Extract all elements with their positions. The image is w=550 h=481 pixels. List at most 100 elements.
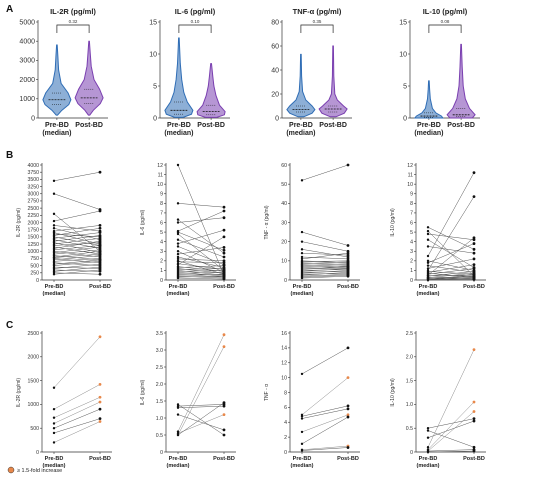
y-tick-label: 3500 xyxy=(27,177,39,183)
post-point xyxy=(346,415,350,419)
pair-line xyxy=(177,231,225,251)
y-axis-label: IL-6 (pg/ml) xyxy=(140,379,146,405)
pair-line xyxy=(301,270,349,274)
post-point xyxy=(222,272,226,276)
y-tick-label: 30 xyxy=(281,220,287,226)
x-tick-sublabel: (median) xyxy=(43,463,66,469)
pre-point xyxy=(426,232,430,236)
pre-point xyxy=(52,179,56,183)
pair-line xyxy=(301,252,349,260)
pair-line xyxy=(301,274,349,277)
pair-line xyxy=(177,258,225,262)
y-axis-label: IL-6 (pg/ml) xyxy=(140,209,146,235)
y-tick-label: 1.5 xyxy=(406,378,413,384)
y-tick-label: 2000 xyxy=(27,355,39,361)
pre-point xyxy=(300,276,304,280)
y-tick-label: 2750 xyxy=(27,199,39,205)
pre-point xyxy=(176,250,180,253)
post-point-increase xyxy=(98,335,102,339)
post-point xyxy=(222,205,226,209)
violin-post xyxy=(318,45,348,118)
pre-point xyxy=(176,242,180,245)
y-tick-label: 0 xyxy=(284,450,287,456)
pair-line xyxy=(427,450,475,453)
pre-point xyxy=(426,259,430,263)
pair-line xyxy=(427,227,475,250)
post-point xyxy=(346,267,350,270)
pair-line xyxy=(53,272,101,275)
x-tick-sublabel: (median) xyxy=(291,291,314,297)
pair-line xyxy=(301,261,349,264)
pair-line xyxy=(177,219,225,254)
y-tick-label: 8 xyxy=(410,201,413,207)
y-tick-label: 0 xyxy=(160,278,163,284)
pair-line xyxy=(427,239,475,268)
post-point xyxy=(472,236,476,240)
y-tick-label: 1500 xyxy=(27,235,39,241)
post-point xyxy=(222,433,226,437)
chart-title: TNF-α (pg/ml) xyxy=(293,7,342,16)
post-point xyxy=(222,404,226,408)
pair-line xyxy=(53,240,101,249)
pre-point xyxy=(426,264,430,267)
post-point xyxy=(472,419,476,423)
pair-line xyxy=(301,260,349,263)
pair-line xyxy=(427,172,475,257)
post-point xyxy=(222,277,226,281)
pair-line xyxy=(301,266,349,270)
y-tick-label: 7 xyxy=(160,211,163,217)
y-tick-label: 2.0 xyxy=(156,382,163,388)
post-point xyxy=(472,449,476,453)
legend: ≥ 1.5-fold increase xyxy=(7,466,62,474)
pair-line xyxy=(301,405,349,417)
y-tick-label: 0 xyxy=(410,278,413,284)
panel-label-c: C xyxy=(6,320,13,331)
pair-line xyxy=(53,258,101,262)
pre-point xyxy=(52,224,56,227)
pair-line xyxy=(177,405,225,409)
pair-line xyxy=(177,233,225,271)
y-tick-label: 11 xyxy=(158,172,163,178)
post-point xyxy=(346,346,350,350)
pair-line xyxy=(177,404,225,407)
y-tick-label: 8 xyxy=(160,201,163,207)
y-tick-label: 2250 xyxy=(27,213,39,219)
pair-line xyxy=(301,241,349,252)
post-point xyxy=(98,268,102,272)
post-point xyxy=(472,445,476,449)
pre-point xyxy=(176,218,180,221)
post-point xyxy=(222,246,226,249)
y-tick-label: 3.0 xyxy=(156,348,163,354)
post-point xyxy=(222,261,226,265)
pair-line xyxy=(53,401,101,424)
p-bracket xyxy=(178,24,212,33)
y-tick-label: 0.5 xyxy=(156,433,163,439)
x-tick-label: Post-BD xyxy=(197,122,225,129)
post-point-increase xyxy=(222,413,226,416)
pair-line xyxy=(53,245,101,251)
y-tick-label: 1 xyxy=(410,268,413,274)
pair-line xyxy=(301,266,349,268)
violin-post xyxy=(196,63,226,118)
y-axis-label: IL-10 (pg/ml) xyxy=(390,378,396,407)
pair-line xyxy=(177,217,225,223)
pair-line xyxy=(177,274,225,278)
pre-point xyxy=(176,430,180,433)
violin-pre xyxy=(164,37,194,118)
y-tick-label: 15 xyxy=(399,19,407,26)
y-tick-label: 4 xyxy=(160,239,163,245)
violin-pre xyxy=(413,80,444,119)
post-point xyxy=(472,269,476,273)
post-point xyxy=(98,407,102,411)
y-tick-label: 5 xyxy=(403,83,407,90)
p-bracket xyxy=(428,24,462,33)
pair-line xyxy=(177,239,225,258)
post-point xyxy=(222,269,226,272)
y-tick-label: 1 xyxy=(160,268,163,274)
violin-pre xyxy=(42,44,72,116)
post-point xyxy=(472,272,476,276)
pair-line xyxy=(53,384,101,410)
x-tick-label: Pre-BD xyxy=(417,122,441,129)
pre-point xyxy=(52,427,56,430)
